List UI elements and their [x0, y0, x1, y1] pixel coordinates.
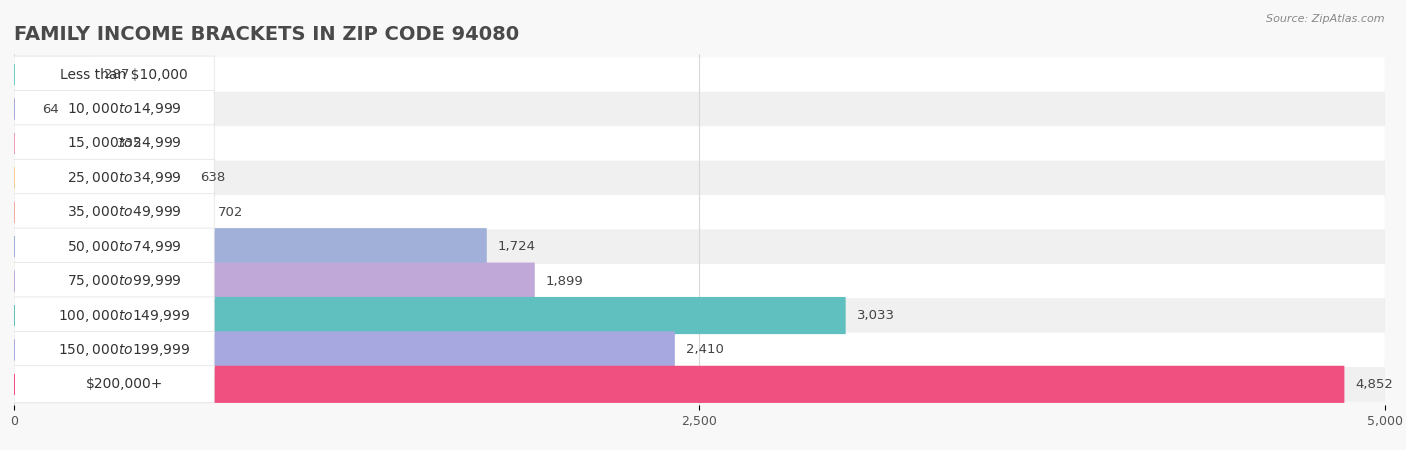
Text: 287: 287	[104, 68, 129, 81]
FancyBboxPatch shape	[14, 333, 1385, 367]
FancyBboxPatch shape	[14, 228, 486, 266]
FancyBboxPatch shape	[14, 331, 214, 369]
FancyBboxPatch shape	[14, 367, 1385, 401]
Text: 638: 638	[200, 171, 225, 184]
FancyBboxPatch shape	[14, 230, 1385, 264]
FancyBboxPatch shape	[14, 195, 1385, 230]
FancyBboxPatch shape	[14, 297, 214, 334]
FancyBboxPatch shape	[14, 159, 188, 197]
Text: 335: 335	[117, 137, 142, 150]
Text: $35,000 to $49,999: $35,000 to $49,999	[66, 204, 181, 220]
FancyBboxPatch shape	[14, 366, 214, 403]
Text: $150,000 to $199,999: $150,000 to $199,999	[58, 342, 190, 358]
Text: 1,899: 1,899	[546, 274, 583, 288]
FancyBboxPatch shape	[14, 161, 1385, 195]
FancyBboxPatch shape	[14, 298, 1385, 333]
FancyBboxPatch shape	[14, 126, 1385, 161]
FancyBboxPatch shape	[14, 297, 845, 334]
Text: 64: 64	[42, 103, 59, 116]
FancyBboxPatch shape	[14, 58, 1385, 92]
Text: $25,000 to $34,999: $25,000 to $34,999	[66, 170, 181, 186]
Text: 3,033: 3,033	[856, 309, 894, 322]
FancyBboxPatch shape	[14, 228, 214, 266]
Text: Less than $10,000: Less than $10,000	[60, 68, 188, 81]
Text: Source: ZipAtlas.com: Source: ZipAtlas.com	[1267, 14, 1385, 23]
Text: $50,000 to $74,999: $50,000 to $74,999	[66, 238, 181, 255]
FancyBboxPatch shape	[14, 92, 1385, 126]
FancyBboxPatch shape	[14, 159, 214, 197]
Text: 4,852: 4,852	[1355, 378, 1393, 391]
Text: $75,000 to $99,999: $75,000 to $99,999	[66, 273, 181, 289]
FancyBboxPatch shape	[14, 194, 214, 231]
Text: 1,724: 1,724	[498, 240, 536, 253]
FancyBboxPatch shape	[14, 125, 105, 162]
Text: $200,000+: $200,000+	[86, 378, 163, 392]
FancyBboxPatch shape	[14, 262, 534, 300]
Text: $10,000 to $14,999: $10,000 to $14,999	[66, 101, 181, 117]
Text: $100,000 to $149,999: $100,000 to $149,999	[58, 307, 190, 324]
FancyBboxPatch shape	[14, 56, 93, 93]
FancyBboxPatch shape	[14, 331, 675, 369]
FancyBboxPatch shape	[14, 366, 1344, 403]
FancyBboxPatch shape	[14, 125, 214, 162]
FancyBboxPatch shape	[14, 264, 1385, 298]
FancyBboxPatch shape	[14, 194, 207, 231]
FancyBboxPatch shape	[14, 90, 32, 128]
Text: FAMILY INCOME BRACKETS IN ZIP CODE 94080: FAMILY INCOME BRACKETS IN ZIP CODE 94080	[14, 25, 519, 44]
Text: $15,000 to $24,999: $15,000 to $24,999	[66, 135, 181, 152]
FancyBboxPatch shape	[14, 56, 214, 93]
FancyBboxPatch shape	[14, 262, 214, 300]
Text: 2,410: 2,410	[686, 343, 724, 356]
Text: 702: 702	[218, 206, 243, 219]
FancyBboxPatch shape	[14, 90, 214, 128]
